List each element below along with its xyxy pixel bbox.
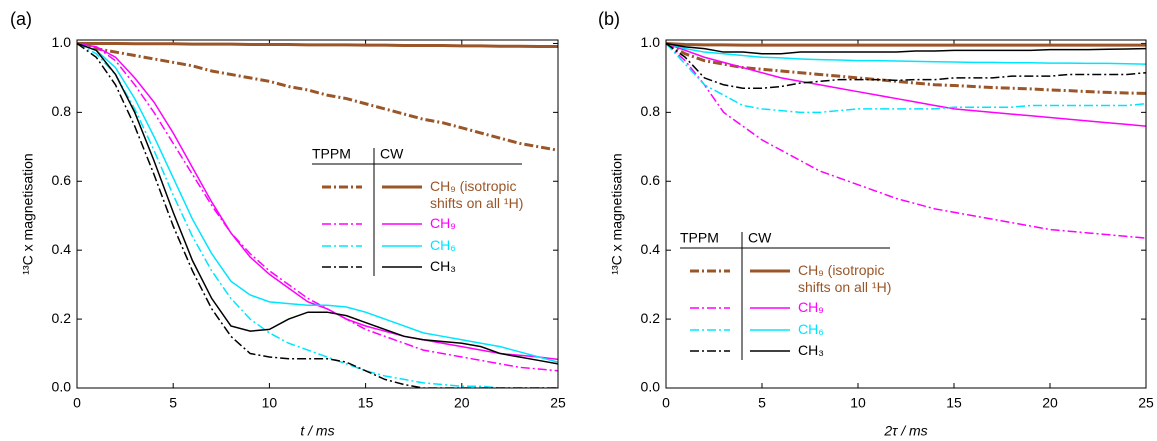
x-axis-label: 2τ / ms [883, 423, 927, 439]
legend-label-box: CH₉ [430, 215, 456, 231]
series-line [666, 42, 1146, 89]
legend-header: CW [748, 230, 772, 246]
x-tick-label: 0 [73, 395, 81, 411]
x-tick-label: 20 [454, 395, 470, 411]
series-line [666, 42, 1146, 55]
y-tick-label: 1.0 [641, 34, 661, 50]
legend-label: CH₉ [430, 215, 456, 231]
y-tick-label: 0.0 [641, 379, 661, 395]
x-tick-label: 25 [550, 395, 566, 411]
series-line [77, 42, 558, 372]
y-tick-label: 0.8 [52, 103, 72, 119]
legend-label: CH₃ [798, 342, 824, 358]
legend-label-box: CH₉ [798, 299, 824, 315]
legend-label-box: CH₆ [430, 237, 456, 253]
y-tick-label: 0.2 [52, 310, 72, 326]
legend-label-box: CH₆ [798, 321, 824, 337]
series-line [77, 42, 558, 363]
x-tick-label: 5 [758, 395, 766, 411]
legend-label-box: CH₉ (isotropic shifts on all ¹H) [430, 178, 524, 211]
series-line [77, 42, 558, 388]
y-axis-label: ¹³C x magnetisation [20, 153, 36, 274]
y-tick-label: 0.6 [641, 172, 661, 188]
x-tick-label: 25 [1138, 395, 1154, 411]
y-tick-label: 0.8 [641, 103, 661, 119]
legend-label: CH₉ (isotropic shifts on all ¹H) [798, 262, 892, 295]
legend-label-box: CH₃ [798, 342, 824, 358]
series-line [666, 42, 1146, 95]
y-tick-label: 0.4 [52, 241, 72, 257]
legend-label: CH₉ (isotropic shifts on all ¹H) [430, 178, 524, 211]
legend-header: TPPM [680, 230, 719, 246]
x-tick-label: 10 [850, 395, 866, 411]
legend-label: CH₃ [430, 258, 456, 274]
series-line [666, 42, 1146, 114]
legend-label: CH₉ [798, 299, 824, 315]
x-tick-label: 0 [662, 395, 670, 411]
y-tick-label: 0.2 [641, 310, 661, 326]
series-line [77, 42, 558, 388]
panel-label: (b) [598, 9, 620, 29]
series-line [666, 42, 1146, 127]
series-line [77, 42, 558, 365]
x-tick-label: 15 [358, 395, 374, 411]
x-tick-label: 5 [169, 395, 177, 411]
y-tick-label: 0.6 [52, 172, 72, 188]
y-tick-label: 1.0 [52, 34, 72, 50]
legend-header: TPPM [312, 146, 351, 162]
series-line [77, 41, 558, 49]
series-line [77, 41, 558, 152]
series-line [666, 42, 1146, 65]
x-axis-label: t / ms [300, 423, 334, 439]
panel-label: (a) [10, 9, 32, 29]
legend-label-box: CH₃ [430, 258, 456, 274]
y-axis-label: ¹³C x magnetisation [609, 153, 625, 274]
series-line [666, 41, 1146, 47]
plot-frame [665, 39, 1147, 389]
y-tick-label: 0.4 [641, 241, 661, 257]
plot-frame [76, 39, 559, 389]
series-line [666, 42, 1146, 239]
x-tick-label: 20 [1042, 395, 1058, 411]
legend-header: CW [380, 146, 404, 162]
legend-label-box: CH₉ (isotropic shifts on all ¹H) [798, 262, 892, 295]
legend-label: CH₆ [430, 237, 456, 253]
x-tick-label: 15 [946, 395, 962, 411]
y-tick-label: 0.0 [52, 379, 72, 395]
legend-label: CH₆ [798, 321, 824, 337]
x-tick-label: 10 [262, 395, 278, 411]
